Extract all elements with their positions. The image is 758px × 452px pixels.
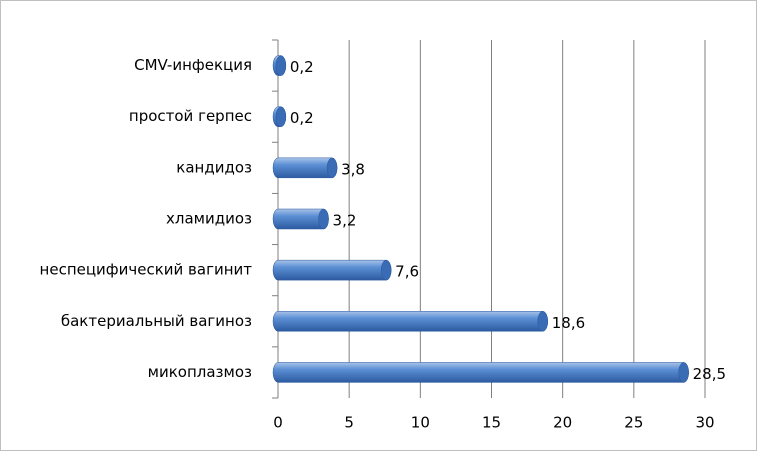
value-label: 3,8 <box>341 160 365 178</box>
x-tick-label: 5 <box>344 414 354 432</box>
category-label: бактериальный вагиноз <box>61 312 252 330</box>
bar-cap <box>275 55 287 76</box>
value-label: 18,6 <box>552 314 585 332</box>
category-label: кандидоз <box>176 158 252 176</box>
value-label: 0,2 <box>290 58 314 76</box>
x-tick-label: 0 <box>273 414 283 432</box>
bar-cap <box>537 311 548 332</box>
bar <box>272 311 548 332</box>
category-label: микоплазмоз <box>148 363 252 381</box>
x-tick-label: 15 <box>482 414 501 432</box>
value-label: 0,2 <box>290 109 314 127</box>
bar-cap <box>678 362 689 383</box>
bar-cap <box>275 106 287 127</box>
bar <box>272 362 689 383</box>
bar-cap <box>326 157 338 179</box>
category-label: CMV-инфекция <box>134 56 252 74</box>
category-label: неспецифический вагинит <box>40 261 253 279</box>
bar-cap <box>318 208 329 230</box>
x-tick-label: 20 <box>553 414 572 432</box>
category-label: простой герпес <box>129 107 252 125</box>
bar <box>272 259 392 281</box>
value-label: 28,5 <box>693 365 726 383</box>
value-label: 3,2 <box>333 212 357 230</box>
x-tick-label: 30 <box>695 414 714 432</box>
value-label: 7,6 <box>395 263 419 281</box>
x-tick-label: 10 <box>411 414 430 432</box>
category-label: хламидиоз <box>166 210 252 228</box>
x-tick-label: 25 <box>624 414 643 432</box>
bar-cap <box>380 259 392 281</box>
